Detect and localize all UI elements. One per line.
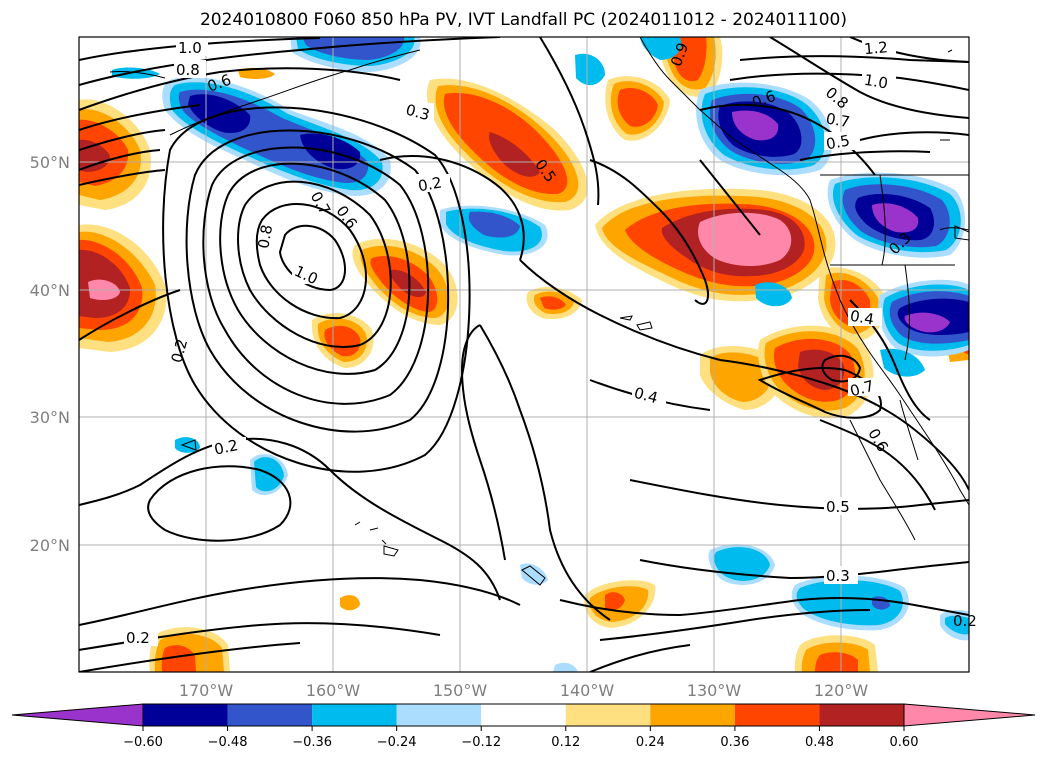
longitude-labels: 170°W 160°W 150°W 140°W 130°W 120°W [179,681,869,700]
colorbar-bin [227,704,313,726]
lat-label: 50°N [30,153,70,172]
colorbar-tick-label: 0.24 [636,735,665,750]
contour-label: 0.8 [254,223,276,250]
colorbar-bin [396,704,482,726]
contour-label: 0.7 [825,109,852,131]
colorbar-tick-label: −0.48 [208,735,248,750]
contour-label: 0.3 [404,101,432,125]
colorbar-tick-label: −0.24 [377,735,417,750]
lat-label: 20°N [30,536,70,555]
shaded-field [79,37,969,672]
contour-label: 0.2 [213,436,240,459]
colorbar-bin [734,704,820,726]
colorbar-tick-label: 0.36 [720,735,749,750]
colorbar-tick-label: −0.36 [292,735,332,750]
colorbar-bin [565,704,651,726]
contour-label: 0.2 [126,629,150,647]
colorbar-tick-label: −0.60 [123,735,163,750]
colorbar: −0.60 −0.48 −0.36 −0.24 −0.12 0.12 0.24 0.36 0.4… [11,703,1036,750]
lon-label: 170°W [179,681,234,700]
colorbar-bin [143,704,228,726]
lat-label: 40°N [30,281,70,300]
lon-label: 140°W [560,681,615,700]
colorbar-tick-label: −0.12 [461,735,501,750]
contour-label: 0.2 [953,612,977,630]
contour-label: 1.0 [178,39,202,57]
contour-label: 0.2 [168,337,192,365]
contour-label: 0.4 [849,307,876,329]
contour-label: 0.2 [417,173,444,195]
lat-label: 30°N [30,408,70,427]
contour-label: 0.8 [176,61,200,79]
map-frame [78,36,970,673]
colorbar-tick-label: 0.60 [890,735,919,750]
contour-label: 0.3 [826,567,850,585]
contour-label: 0.5 [826,498,850,516]
map-gridlines [79,37,969,672]
contour-label: 1.2 [863,38,888,58]
colorbar-tick-label: 0.12 [551,735,580,750]
figure-title: 2024010800 F060 850 hPa PV, IVT Landfall… [199,10,847,30]
lon-label: 150°W [433,681,488,700]
colorbar-bin [819,704,904,726]
lon-label: 120°W [814,681,869,700]
colorbar-outline [142,703,905,727]
colorbar-extend-high [903,703,1036,727]
latitude-labels: 50°N 40°N 30°N 20°N [30,153,70,555]
contour-label: 0.7 [848,377,876,401]
contour-label: 1.0 [863,71,890,93]
colorbar-tick-label: 0.48 [805,735,834,750]
colorbar-bin [312,704,397,726]
colorbar-bin [650,704,735,726]
contour-label: 0.4 [632,384,660,408]
contour-label: 0.5 [825,131,852,153]
colorbar-bin [481,704,566,726]
colorbar-extend-low [11,703,144,727]
lon-label: 130°W [687,681,742,700]
coastlines [109,37,969,586]
lon-label: 160°W [306,681,361,700]
